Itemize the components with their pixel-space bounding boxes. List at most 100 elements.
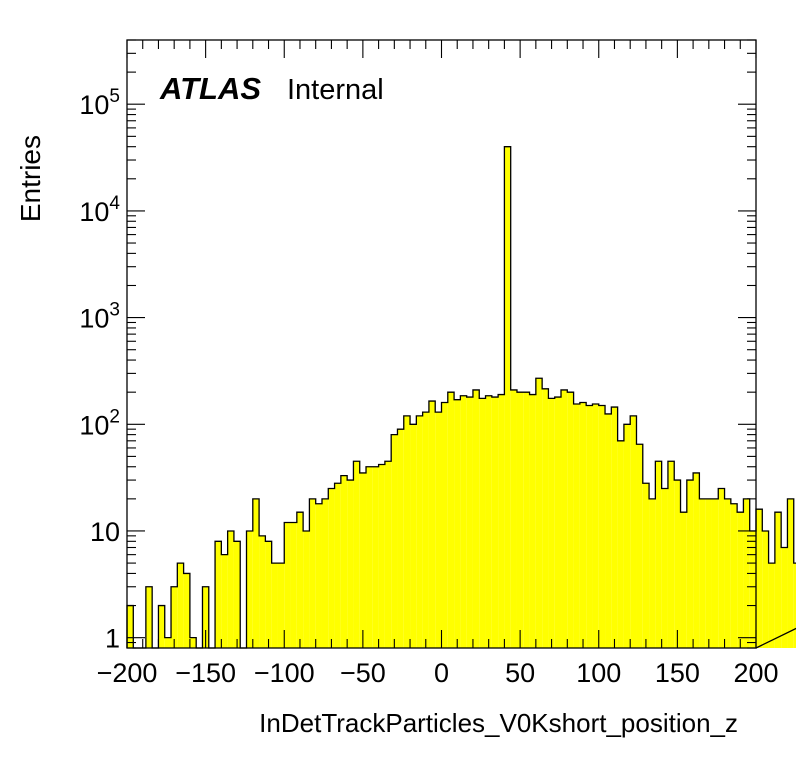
- histogram-bars: [126, 146, 796, 649]
- histogram-bar: [768, 563, 775, 648]
- histogram-bar: [454, 399, 461, 648]
- histogram-bar: [127, 605, 134, 648]
- histogram-bar: [315, 503, 322, 648]
- x-tick-label: −50: [340, 658, 386, 688]
- histogram-bar: [498, 394, 505, 648]
- histogram-bar: [290, 522, 297, 648]
- histogram-bar: [636, 444, 643, 648]
- atlas-label-internal: Internal: [287, 74, 384, 106]
- histogram-bar: [718, 488, 725, 648]
- histogram-bar: [422, 412, 429, 648]
- histogram-bar: [202, 586, 209, 648]
- histogram-bar: [416, 415, 423, 648]
- x-tick-label: −200: [97, 658, 158, 688]
- y-tick-label: 1: [105, 624, 120, 654]
- histogram-bar: [215, 541, 222, 648]
- x-tick-label: 150: [655, 658, 700, 688]
- atlas-label-bold: ATLAS: [159, 71, 261, 106]
- histogram-bar: [743, 498, 750, 648]
- histogram-bar: [661, 488, 668, 648]
- histogram-bar: [410, 424, 417, 648]
- histogram-bar: [598, 405, 606, 648]
- histogram-bar: [435, 412, 442, 648]
- histogram-bar: [623, 424, 631, 648]
- histogram-bar: [391, 434, 398, 648]
- histogram-bar: [233, 541, 241, 648]
- histogram-bar: [573, 403, 580, 648]
- histogram-bar: [705, 498, 712, 648]
- histogram-bar: [321, 498, 329, 648]
- histogram-bar: [535, 378, 543, 648]
- histogram-bar: [686, 480, 694, 648]
- y-axis-label: Entries: [15, 135, 46, 222]
- histogram-bar: [586, 405, 593, 648]
- x-tick-label: −150: [175, 658, 236, 688]
- histogram-bar: [567, 392, 574, 648]
- histogram-bar: [221, 554, 228, 648]
- histogram-bar: [366, 466, 373, 648]
- histogram-bar: [227, 530, 234, 648]
- x-tick-label: 200: [733, 658, 778, 688]
- histogram-bar: [271, 563, 278, 648]
- histogram-bar: [655, 461, 662, 648]
- histogram-bar: [617, 440, 624, 648]
- histogram-bar: [472, 389, 480, 648]
- histogram-bar: [579, 402, 587, 648]
- histogram-bar: [693, 472, 700, 648]
- histogram-bar: [510, 389, 517, 648]
- histogram-bar: [334, 483, 341, 648]
- y-tick-label: 102: [79, 406, 120, 440]
- histogram-bar: [447, 392, 455, 648]
- y-tick-label: 10: [90, 517, 120, 547]
- histogram-bar: [667, 461, 675, 648]
- y-tick-label: 104: [79, 193, 120, 227]
- histogram-bar: [428, 401, 436, 648]
- histogram-bar: [649, 498, 656, 648]
- x-tick-label: 50: [505, 658, 535, 688]
- histogram-bar: [189, 637, 197, 648]
- plot-frame: [126, 39, 757, 649]
- histogram-bar: [359, 472, 367, 648]
- histogram-bar: [756, 509, 763, 648]
- histogram-bar: [611, 407, 618, 648]
- x-tick-labels: −200 −150 −100 −50 0 50 100 150 200: [97, 658, 779, 688]
- histogram-bar: [309, 498, 316, 648]
- histogram-bar: [164, 637, 172, 648]
- histogram-bar: [680, 512, 687, 648]
- histogram-bar: [762, 530, 769, 648]
- histogram-bar: [504, 146, 511, 648]
- histogram-bar: [328, 488, 335, 648]
- histogram-bar: [177, 563, 184, 648]
- axis-ticks: [126, 39, 757, 649]
- y-tick-label: 103: [79, 300, 120, 334]
- histogram-bar: [340, 475, 348, 648]
- histogram-bar: [403, 415, 411, 648]
- histogram-bar: [554, 397, 562, 648]
- x-tick-label: 0: [434, 658, 449, 688]
- histogram-bar: [730, 503, 738, 648]
- histogram-bar: [774, 512, 782, 648]
- histogram-bar: [529, 394, 536, 648]
- histogram-bar: [491, 397, 499, 648]
- x-tick-label: −100: [254, 658, 315, 688]
- x-axis-label: InDetTrackParticles_V0Kshort_position_z: [259, 708, 738, 738]
- histogram-bar: [699, 498, 706, 648]
- histogram-bar: [605, 413, 612, 648]
- histogram-bar: [516, 392, 524, 648]
- histogram-bar: [372, 466, 379, 648]
- histogram-bar: [592, 403, 599, 648]
- histogram-bar: [303, 530, 310, 648]
- histogram-bar: [542, 388, 549, 648]
- histogram-bar: [642, 483, 650, 648]
- histogram-bar: [441, 402, 448, 648]
- x-tick-label: 100: [576, 658, 621, 688]
- histogram-bar: [397, 429, 404, 648]
- y-tick-label: 105: [79, 86, 120, 120]
- histogram-bar: [674, 480, 681, 648]
- histogram-bar: [171, 586, 178, 648]
- histogram-bar: [296, 512, 304, 648]
- histogram-bar: [158, 605, 165, 648]
- histogram-outline: [126, 146, 796, 649]
- histogram-bar: [265, 541, 272, 648]
